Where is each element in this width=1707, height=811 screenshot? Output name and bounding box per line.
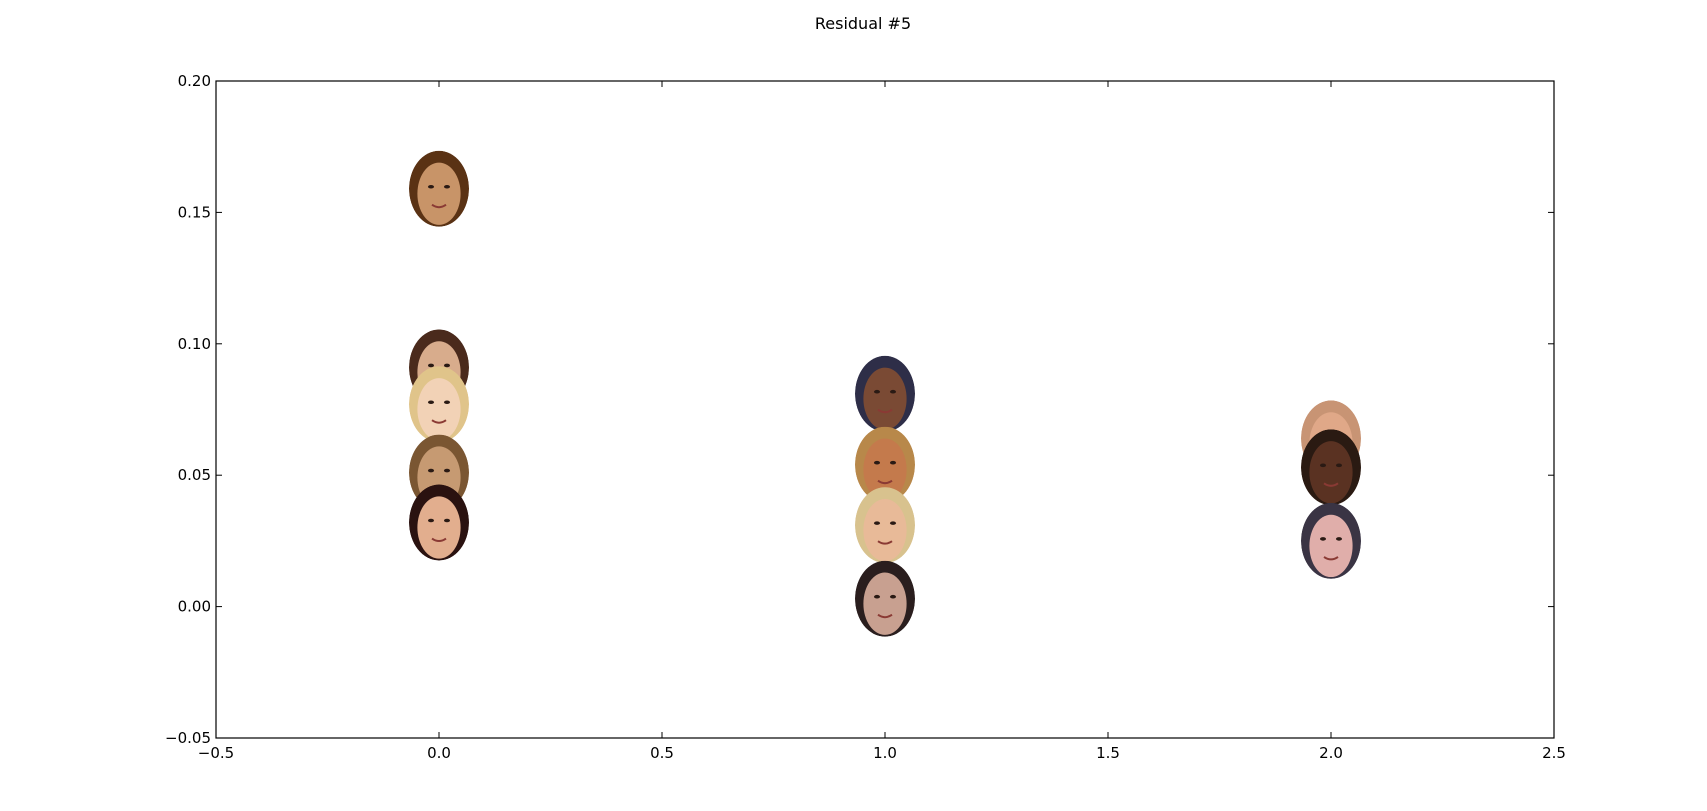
face-skin — [417, 496, 461, 559]
face-eye — [1336, 463, 1342, 468]
face-skin — [1309, 514, 1353, 578]
y-tick-label: 0.05 — [178, 466, 211, 484]
x-axis: −0.5 0.0 0.5 1.0 1.5 2.0 2.5 — [198, 81, 1566, 762]
face-point — [855, 355, 915, 432]
y-tick-label: −0.05 — [165, 729, 211, 747]
chart-title: Residual #5 — [815, 14, 911, 33]
face-eye — [444, 468, 450, 473]
face-eye — [428, 400, 434, 405]
face-eye — [890, 594, 896, 599]
face-point — [409, 366, 469, 443]
y-axis: −0.05 0.00 0.05 0.10 0.15 0.20 — [165, 72, 1554, 747]
plot-points — [409, 150, 1361, 637]
x-tick-label: 1.5 — [1096, 744, 1120, 762]
x-tick-label: 1.0 — [873, 744, 897, 762]
face-skin — [863, 367, 907, 430]
x-tick-label: 2.5 — [1542, 744, 1566, 762]
face-eye — [428, 363, 434, 368]
face-point — [1301, 502, 1361, 579]
face-mouth — [877, 408, 893, 414]
face-point — [855, 426, 915, 503]
face-eye — [428, 518, 434, 523]
face-mouth — [431, 537, 447, 543]
x-tick-label: 0.0 — [427, 744, 451, 762]
face-eye — [890, 389, 896, 394]
face-eye — [444, 363, 450, 368]
face-eye — [874, 594, 880, 599]
face-skin — [1309, 441, 1353, 504]
face-skin — [863, 572, 907, 635]
face-mouth — [877, 540, 893, 545]
face-eye — [874, 389, 880, 394]
face-mouth — [877, 613, 893, 619]
face-skin — [863, 438, 907, 501]
y-tick-label: 0.20 — [178, 72, 211, 90]
face-point — [1301, 429, 1361, 506]
face-eye — [444, 184, 450, 189]
y-tick-label: 0.10 — [178, 335, 211, 353]
x-tick-label: −0.5 — [198, 744, 234, 762]
x-tick-label: 2.0 — [1319, 744, 1343, 762]
face-eye — [890, 521, 896, 525]
face-skin — [863, 498, 907, 562]
face-eye — [874, 460, 880, 465]
face-eye — [428, 184, 434, 189]
face-point — [855, 560, 915, 637]
face-skin — [417, 162, 461, 225]
face-point — [409, 484, 469, 561]
y-tick-label: 0.15 — [178, 203, 211, 221]
face-mouth — [877, 479, 893, 485]
face-mouth — [1323, 482, 1339, 487]
x-tick-label: 0.5 — [650, 744, 674, 762]
face-eye — [874, 521, 880, 525]
face-mouth — [431, 203, 447, 209]
face-eye — [1320, 537, 1326, 541]
face-eye — [428, 468, 434, 473]
face-point — [409, 150, 469, 227]
face-eye — [890, 460, 896, 465]
face-eye — [444, 400, 450, 405]
face-mouth — [1323, 556, 1339, 561]
face-eye — [1320, 463, 1326, 468]
face-eye — [1336, 537, 1342, 541]
face-mouth — [431, 419, 447, 424]
face-eye — [444, 518, 450, 523]
face-point — [855, 487, 915, 564]
y-tick-label: 0.00 — [178, 598, 211, 616]
face-skin — [417, 378, 461, 441]
